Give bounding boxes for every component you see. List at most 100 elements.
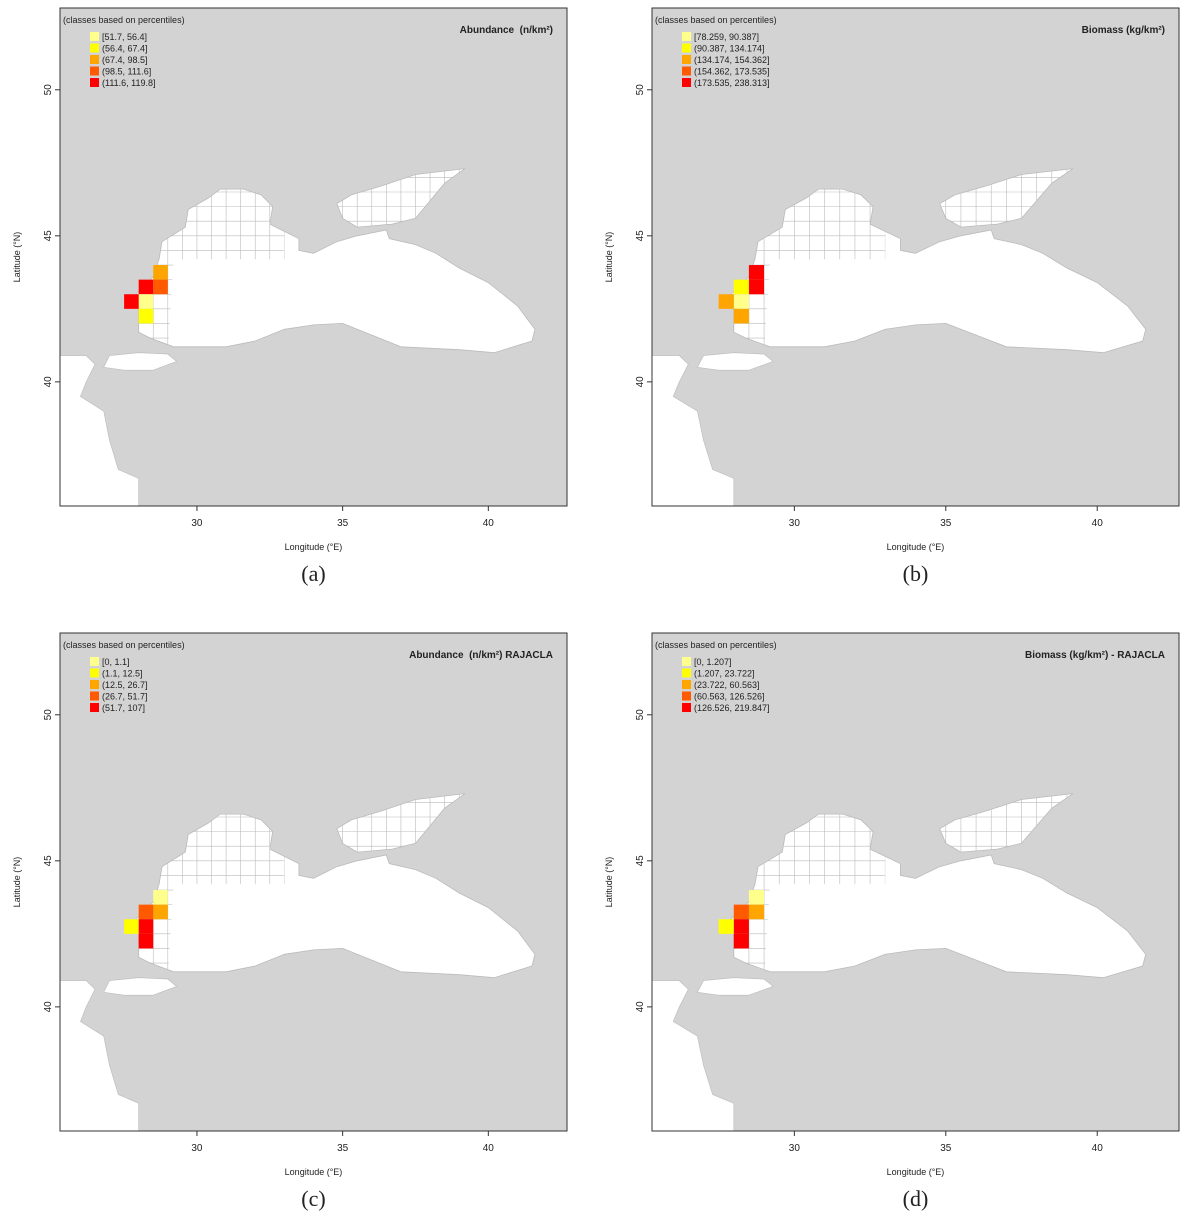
- x-axis-label: Longitude (°E): [887, 542, 945, 552]
- class-cell: [138, 294, 154, 309]
- legend-swatch: [682, 66, 691, 76]
- class-cell: [733, 308, 749, 324]
- x-tick-label: 40: [1092, 1143, 1104, 1154]
- y-axis-label: Latitude (°N): [12, 857, 22, 908]
- legend-label: (60.563, 126.526]: [694, 692, 765, 702]
- x-axis-label: Longitude (°E): [285, 1167, 343, 1177]
- legend-label: (12.5, 26.7]: [102, 680, 148, 690]
- class-cell: [138, 933, 154, 949]
- water: [652, 980, 735, 1131]
- legend-heading: (classes based on percentiles): [655, 640, 777, 650]
- legend-swatch: [682, 78, 691, 87]
- map-frame: [651, 7, 1180, 507]
- class-cell: [733, 904, 749, 920]
- water: [60, 980, 139, 1131]
- class-cell: [718, 294, 734, 309]
- y-tick-label: 40: [43, 1001, 54, 1013]
- panel-title: Abundance (n/km²) RAJACLA: [409, 650, 553, 661]
- legend-label: (1.207, 23.722]: [694, 669, 755, 679]
- x-tick-label: 35: [940, 518, 952, 529]
- map-frame: [651, 632, 1180, 1132]
- legend-label: (1.1, 12.5]: [102, 669, 143, 679]
- black-sea: [730, 188, 1147, 354]
- legend-label: (111.6, 119.8]: [102, 78, 156, 88]
- map-panel: 30 35 40 50 45 40 Longitude (°E) Latitude (°N) (…: [12, 632, 568, 1211]
- legend-heading: (classes based on percentiles): [63, 15, 185, 25]
- legend-label: [0, 1.1]: [102, 657, 130, 667]
- map-frame: [59, 7, 568, 507]
- x-tick-label: 40: [1092, 518, 1104, 529]
- legend-swatch: [682, 43, 691, 53]
- x-tick-label: 30: [789, 518, 801, 529]
- panel-title: Biomass (kg/km²): [1082, 25, 1165, 36]
- water: [60, 355, 139, 506]
- y-tick-label: 50: [43, 709, 54, 721]
- legend-label: (126.526, 219.847]: [694, 703, 770, 713]
- map-body: [60, 633, 567, 1131]
- y-tick-label: 50: [43, 84, 54, 96]
- class-cell: [138, 904, 154, 920]
- legend-label: [51.7, 56.4]: [102, 32, 147, 42]
- legend-label: (98.5, 111.6]: [102, 67, 151, 77]
- class-cell: [153, 279, 168, 295]
- y-tick-label: 45: [43, 855, 54, 867]
- legend-swatch: [682, 55, 691, 64]
- class-cell: [138, 308, 154, 324]
- panel-caption: (b): [903, 561, 929, 586]
- class-cell: [733, 294, 749, 309]
- class-cell: [138, 279, 154, 295]
- class-cell: [748, 904, 765, 920]
- legend-swatch: [90, 78, 99, 87]
- black-sea: [730, 813, 1147, 979]
- x-tick-label: 40: [483, 518, 495, 529]
- y-tick-label: 45: [635, 230, 646, 242]
- class-cell: [153, 890, 168, 905]
- map-panel: 30 35 40 50 45 40 Longitude (°E) Latitude (°N) (…: [12, 7, 568, 586]
- legend-swatch: [682, 668, 691, 678]
- black-sea: [135, 813, 536, 979]
- panel-caption: (c): [301, 1186, 325, 1211]
- water: [652, 355, 735, 506]
- legend-label: [0, 1.207]: [694, 657, 732, 667]
- map-panel: 30 35 40 50 45 40 Longitude (°E) Latitude (°N) (…: [604, 632, 1180, 1211]
- x-axis-label: Longitude (°E): [887, 1167, 945, 1177]
- legend-label: (154.362, 173.535]: [694, 67, 770, 77]
- x-tick-label: 35: [337, 518, 349, 529]
- legend-label: (56.4, 67.4]: [102, 44, 148, 54]
- legend-swatch: [90, 691, 99, 701]
- legend-label: (51.7, 107]: [102, 703, 145, 713]
- water: [103, 352, 178, 371]
- map-frame: [59, 632, 568, 1132]
- y-tick-label: 40: [43, 376, 54, 388]
- legend-swatch: [682, 691, 691, 701]
- legend-swatch: [682, 703, 691, 712]
- legend-swatch: [90, 680, 99, 689]
- panel-title: Biomass (kg/km²) - RAJACLA: [1025, 650, 1165, 661]
- map-body: [652, 633, 1179, 1131]
- y-axis-label: Latitude (°N): [12, 232, 22, 283]
- panel-caption: (d): [903, 1186, 929, 1211]
- class-cell: [124, 919, 139, 934]
- x-tick-label: 30: [191, 518, 203, 529]
- legend-swatch: [90, 55, 99, 64]
- legend-swatch: [90, 43, 99, 53]
- class-cell: [153, 265, 168, 280]
- x-tick-label: 30: [789, 1143, 801, 1154]
- legend-swatch: [90, 668, 99, 678]
- class-cell: [718, 919, 734, 934]
- legend-label: (173.535, 238.313]: [694, 78, 770, 88]
- y-tick-label: 50: [635, 709, 646, 721]
- map-panel: 30 35 40 50 45 40 Longitude (°E) Latitude (°N) (…: [604, 7, 1180, 586]
- x-tick-label: 35: [940, 1143, 952, 1154]
- legend-label: (90.387, 134.174]: [694, 44, 765, 54]
- legend-swatch: [682, 680, 691, 689]
- map-body: [652, 8, 1179, 506]
- y-tick-label: 45: [43, 230, 54, 242]
- class-cell: [748, 890, 765, 905]
- legend-swatch: [90, 66, 99, 76]
- y-axis-label: Latitude (°N): [604, 232, 614, 283]
- class-cell: [733, 279, 749, 295]
- x-tick-label: 40: [483, 1143, 495, 1154]
- x-tick-label: 35: [337, 1143, 349, 1154]
